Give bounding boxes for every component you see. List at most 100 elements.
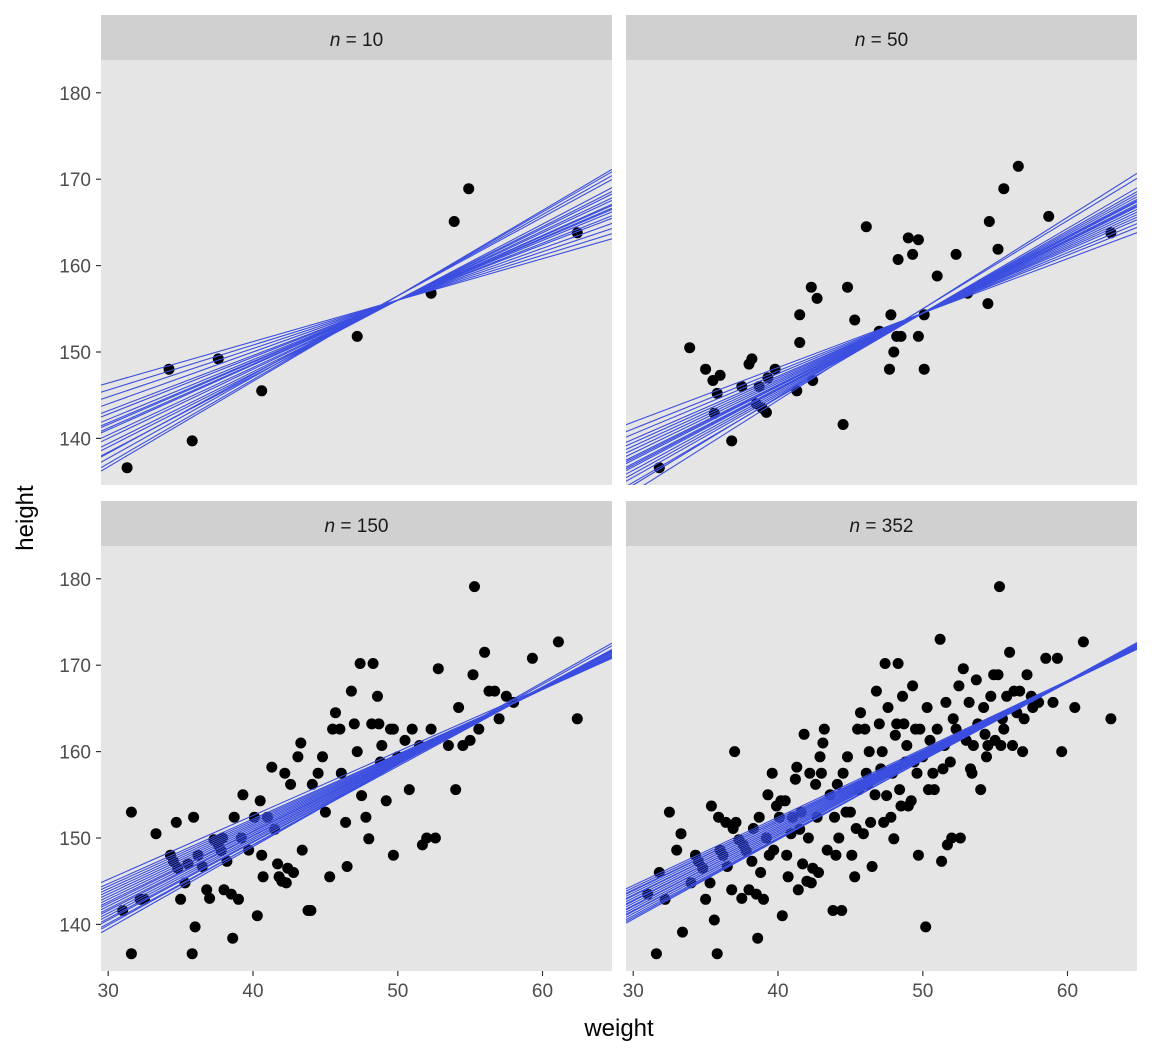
data-point: [830, 849, 842, 861]
panel-background: [626, 60, 1137, 485]
data-point: [882, 702, 894, 713]
regression-line: [101, 656, 612, 884]
data-point: [837, 767, 849, 779]
y-tick-label: 160: [59, 257, 91, 278]
data-point: [1051, 652, 1063, 664]
data-point: [186, 435, 198, 447]
data-point: [406, 723, 418, 735]
y-tick-label: 180: [59, 570, 91, 591]
data-point: [334, 723, 346, 735]
regression-line: [626, 223, 1137, 438]
data-point: [266, 761, 278, 773]
data-point: [889, 729, 901, 741]
data-point: [836, 905, 848, 916]
regression-line: [101, 238, 612, 386]
data-point: [776, 910, 788, 922]
strip-equals: =: [865, 30, 887, 51]
data-point: [907, 248, 919, 260]
data-point: [272, 858, 284, 870]
data-point: [251, 910, 263, 922]
data-point: [978, 702, 990, 713]
data-point: [920, 921, 932, 933]
x-tick-label: 30: [623, 981, 644, 1002]
data-point: [726, 435, 738, 447]
data-point: [493, 713, 505, 725]
data-point: [677, 926, 688, 938]
regression-line: [626, 648, 1137, 892]
regression-line: [101, 645, 612, 930]
panel-150: 140 150 160 170 180 30 40 50 60: [59, 570, 612, 1002]
data-point: [356, 790, 368, 802]
data-point: [879, 658, 891, 669]
regression-line: [101, 657, 612, 888]
regression-lines: [101, 642, 612, 934]
data-point: [870, 685, 882, 697]
panel-strip-label: n = 10: [330, 30, 383, 51]
data-point: [998, 723, 1010, 735]
data-point: [981, 751, 992, 763]
data-point: [442, 740, 454, 751]
data-point: [726, 884, 738, 896]
data-point: [762, 789, 774, 801]
data-point: [892, 254, 904, 265]
y-tick-label: 170: [59, 656, 91, 677]
data-point: [319, 806, 331, 818]
regression-line: [101, 233, 612, 393]
data-point: [789, 773, 801, 785]
data-point: [708, 914, 720, 926]
data-point: [399, 734, 411, 746]
y-tick-label: 150: [59, 343, 91, 364]
data-point: [1069, 702, 1081, 713]
regression-line: [626, 232, 1137, 426]
data-point: [306, 778, 318, 790]
data-point: [937, 763, 949, 775]
data-point: [467, 669, 479, 681]
data-point: [372, 690, 383, 702]
panel-group-n10: n = 10: [101, 15, 612, 485]
data-point: [256, 849, 268, 861]
x-tick-label: 60: [532, 981, 553, 1002]
regression-line: [626, 200, 1137, 470]
data-point: [855, 707, 866, 719]
regression-line: [626, 647, 1137, 890]
data-point: [421, 832, 433, 844]
regression-line: [101, 193, 612, 448]
data-point: [884, 363, 895, 375]
strip-equals: =: [335, 516, 357, 537]
data-point: [811, 292, 823, 304]
data-point: [720, 816, 732, 828]
data-point: [902, 232, 914, 244]
data-point: [878, 816, 890, 828]
panel-strip-label: n = 150: [325, 516, 389, 537]
data-point: [288, 867, 299, 878]
data-point: [963, 696, 975, 708]
data-point: [453, 702, 465, 713]
data-point: [842, 281, 853, 293]
data-point: [911, 767, 923, 779]
data-point: [700, 893, 712, 905]
regression-lines: [626, 642, 1137, 924]
data-point: [859, 723, 871, 735]
data-point: [805, 281, 817, 293]
data-point: [479, 646, 491, 658]
data-point: [489, 685, 501, 697]
data-point: [804, 767, 816, 779]
y-axis: 140 150 160 170 180: [59, 84, 101, 450]
data-point: [753, 811, 765, 823]
data-point: [953, 680, 965, 692]
data-point: [860, 221, 872, 233]
data-point: [931, 270, 943, 282]
data-point: [914, 723, 926, 735]
data-point: [526, 652, 538, 664]
data-point: [766, 767, 778, 779]
data-point: [1077, 636, 1089, 648]
data-point: [912, 234, 924, 246]
data-point: [957, 663, 969, 675]
data-point: [1021, 669, 1033, 681]
strip-equals: =: [860, 516, 882, 537]
data-point: [869, 789, 881, 801]
data-point: [805, 877, 817, 889]
data-point: [351, 330, 363, 342]
data-point: [954, 832, 966, 844]
data-point: [1027, 702, 1039, 713]
